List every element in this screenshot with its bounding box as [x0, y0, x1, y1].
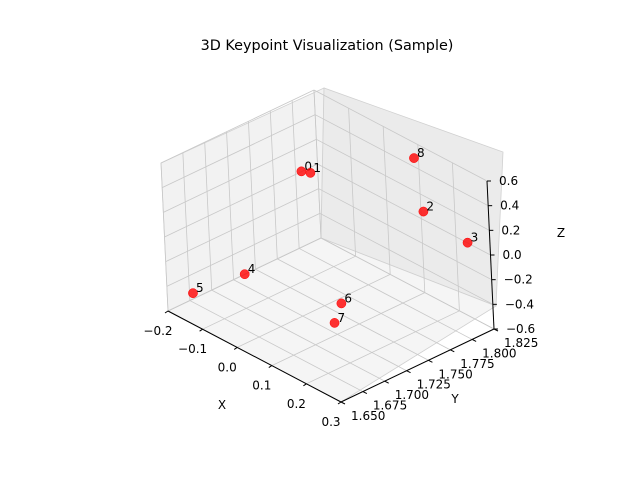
y-axis-line [340, 328, 495, 403]
y-tick [384, 380, 389, 384]
gridline-y-floor [211, 289, 385, 382]
z-tick-label: 0.6 [499, 174, 518, 188]
x-tick-label: 0.1 [252, 379, 271, 393]
gridline-z-side [161, 114, 316, 189]
y-tick-label: 1.800 [482, 346, 516, 360]
gridline-x-floor [237, 274, 391, 348]
y-tick [428, 359, 433, 363]
y-tick-label: 1.725 [417, 378, 451, 392]
x-tick [337, 401, 342, 405]
z-tick-label: −0.2 [504, 273, 533, 287]
y-tick-label: 1.775 [460, 357, 494, 371]
x-tick-label: 0.0 [218, 360, 237, 374]
gridline-z-back [319, 212, 494, 305]
keypoint-label: 7 [338, 311, 346, 325]
x-tick [233, 346, 238, 350]
keypoint-marker [239, 269, 250, 280]
gridline-z-back [320, 237, 495, 330]
x-axis-line [167, 310, 342, 403]
y-tick [471, 338, 477, 342]
gridline-y-floor [233, 279, 407, 372]
x-axis-label: X [218, 398, 226, 412]
gridline-z-side [165, 188, 319, 263]
z-tick-label: 0.2 [501, 223, 520, 237]
y-tick [362, 391, 368, 395]
x-tick [303, 383, 307, 387]
keypoint-marker [336, 298, 347, 309]
axes [164, 180, 499, 405]
x-tick-label: 0.3 [321, 415, 340, 429]
y-tick [340, 401, 346, 405]
y-axis-label: Y [450, 392, 459, 406]
chart-title: 3D Keypoint Visualization (Sample) [201, 38, 454, 54]
z-tick-label: −0.4 [505, 297, 534, 311]
grid-lines [160, 89, 495, 403]
y-tick-label: 1.650 [351, 409, 385, 423]
data-points: 0 1 2 3 4 5 6 7 8 [188, 146, 479, 328]
x-tick [268, 365, 273, 369]
keypoint-marker [305, 168, 316, 178]
keypoint-marker [418, 206, 429, 217]
y-tick-label: 1.675 [373, 399, 407, 413]
gridline-y-floor [277, 258, 451, 351]
keypoint-label: 0 [304, 159, 312, 173]
gridline-z-side [160, 89, 315, 164]
z-tick-label: 0.0 [503, 248, 522, 262]
gridline-z-back [316, 138, 490, 231]
gridline-y-floor [298, 248, 473, 340]
gridline-x-floor [202, 255, 356, 330]
y-tick-label: 1.750 [438, 367, 472, 381]
keypoint-label: 4 [248, 262, 256, 276]
y-tick [450, 349, 455, 353]
z-tick-label: −0.6 [506, 322, 535, 336]
x-tick [164, 310, 169, 314]
gridline-y-floor [189, 300, 364, 392]
keypoint-marker [462, 237, 473, 248]
gridline-z-back [317, 163, 491, 256]
x-tick [199, 328, 203, 332]
gridline-x-floor [271, 292, 425, 366]
gridline-z-back [314, 114, 489, 207]
gridline-y-floor [255, 268, 429, 361]
gridline-x-floor [306, 310, 460, 385]
gridline-z-back [313, 89, 488, 182]
y-tick-label: 1.825 [504, 336, 538, 350]
gridline-z-side [164, 163, 318, 238]
keypoint-label: 3 [471, 231, 479, 245]
y-tick-label: 1.700 [395, 388, 429, 402]
keypoint-marker [409, 153, 419, 163]
x-tick-label: 0.2 [287, 397, 306, 411]
x-tick-label: −0.2 [143, 324, 172, 338]
z-tick-label: 0.4 [500, 199, 519, 213]
x-tick-label: −0.1 [178, 342, 207, 356]
gridline-z-side [166, 212, 321, 287]
keypoint-label: 5 [196, 281, 204, 295]
keypoint-marker [329, 318, 340, 328]
keypoint-marker [188, 288, 198, 299]
keypoint-label: 2 [426, 200, 434, 214]
gridline-z-side [163, 138, 317, 213]
keypoint-label: 8 [417, 146, 425, 160]
tick-labels: −0.2 −0.1 0.0 0.1 0.2 0.3 1.6501.6751.7001.725… [143, 174, 538, 429]
z-axis-label: Z [557, 226, 565, 240]
gridline-z-back [318, 188, 492, 281]
keypoint-label: 1 [313, 161, 321, 175]
keypoint-label: 6 [344, 291, 352, 305]
y-tick [406, 370, 411, 374]
